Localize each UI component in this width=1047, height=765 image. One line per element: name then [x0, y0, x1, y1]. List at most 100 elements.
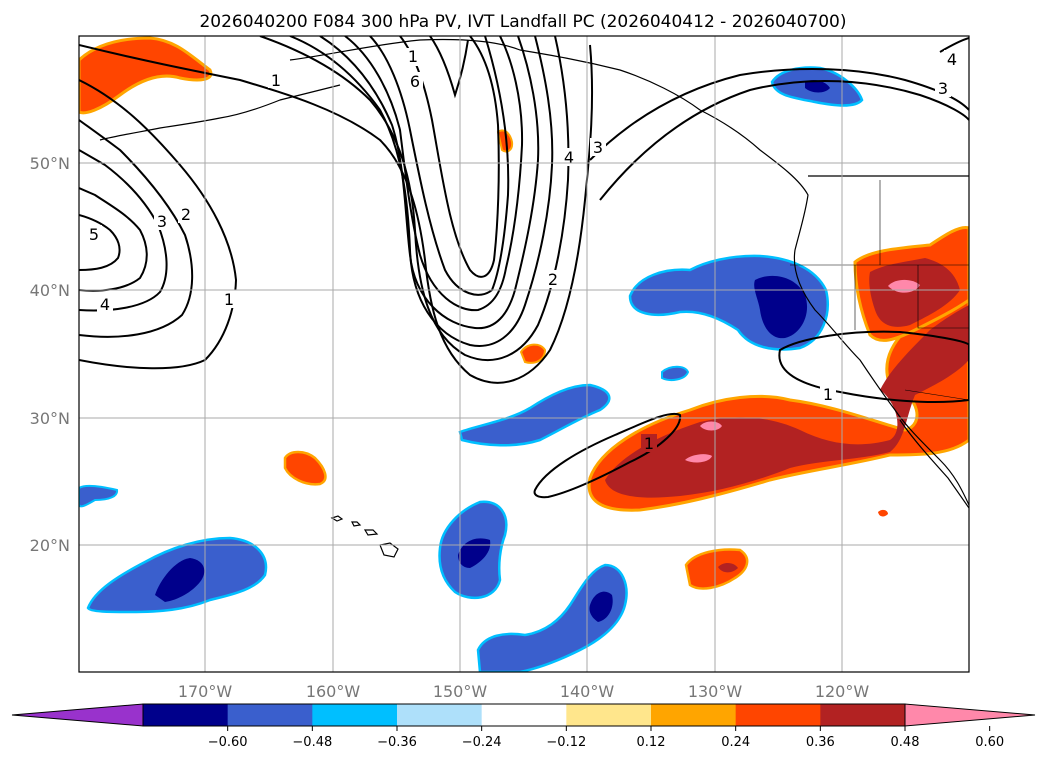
contour-e-top	[939, 37, 969, 53]
longitude-labels: 170°W 160°W 150°W 140°W 130°W 120°W	[178, 682, 870, 701]
lon-label: 120°W	[815, 682, 870, 701]
negative-pc-areas	[79, 66, 864, 672]
clab-bg-14	[641, 434, 657, 452]
contour-east-oval	[778, 330, 969, 403]
contour-c-1	[79, 44, 594, 384]
warm-patch-center	[519, 343, 547, 364]
contour-label: 1	[224, 290, 234, 309]
colorbar-swatch	[566, 704, 652, 726]
clab-bg-7	[407, 72, 423, 90]
colorbar-tick-label: 0.12	[637, 735, 666, 750]
warm-patch-west	[283, 450, 327, 486]
contour-c-7	[399, 36, 500, 278]
cool-south-streak	[476, 563, 628, 672]
colorbar-swatch	[651, 704, 737, 726]
cool-hawaii-core	[458, 538, 491, 568]
state-border-3	[917, 265, 969, 329]
lat-label: 50°N	[30, 154, 70, 173]
contour-label: 3	[157, 212, 167, 231]
colorbar-swatch	[397, 704, 483, 726]
contour-label: 4	[564, 148, 574, 167]
contour-label: 6	[410, 72, 420, 91]
clab-bg-10	[561, 148, 577, 166]
cool-west-edge	[79, 484, 119, 508]
lon-label: 130°W	[688, 682, 743, 701]
warm-patch-south	[684, 548, 749, 590]
warm-dot	[878, 509, 888, 517]
contour-plume-loop	[533, 412, 682, 499]
contour-w-4	[79, 187, 148, 292]
contour-w-1	[79, 79, 238, 370]
lon-label: 160°W	[306, 682, 361, 701]
contour-c-4	[319, 36, 540, 330]
contour-label: 3	[593, 138, 603, 157]
colorbar-tick-label: 0.24	[721, 735, 750, 750]
contour-label: 2	[548, 270, 558, 289]
basin-max	[888, 279, 920, 293]
lat-label: 30°N	[30, 409, 70, 428]
clab-bg-4	[154, 212, 170, 230]
colorbar-tick-label: −0.60	[208, 735, 248, 750]
contour-c-6	[369, 36, 510, 296]
clab-bg-5	[97, 295, 113, 313]
map-frame	[78, 35, 970, 673]
cool-small-patch	[661, 365, 690, 381]
contour-e-4	[599, 79, 969, 201]
positive-pc-areas	[79, 36, 969, 590]
clab-bg-12	[935, 79, 951, 97]
cool-gulf-alaska-core	[805, 80, 830, 93]
contour-labels: 1 1 2 3 4 5 6 1 2 4 3	[86, 47, 960, 453]
contour-label: 1	[644, 434, 654, 453]
contour-label: 4	[100, 295, 110, 314]
contour-label: 4	[947, 50, 957, 69]
island-oahu	[351, 521, 362, 527]
cool-southwest-core	[155, 558, 205, 602]
colorbar-tick-label: 0.36	[806, 735, 835, 750]
colorbar-swatches	[11, 703, 1036, 727]
colorbar-extend-high	[904, 703, 1036, 727]
contour-label: 5	[89, 225, 99, 244]
warm-patch-south-core	[718, 562, 738, 573]
lat-label: 40°N	[30, 281, 70, 300]
contour-c-3	[289, 36, 554, 347]
lon-label: 150°W	[433, 682, 488, 701]
island-big	[379, 542, 399, 558]
plume-max-2	[700, 421, 722, 431]
contour-label: 2	[181, 205, 191, 224]
map-title: 2026040200 F084 300 hPa PV, IVT Landfall…	[199, 12, 846, 32]
colorbar-tick-label: −0.12	[546, 735, 586, 750]
contour-c-2	[259, 36, 570, 361]
contour-label: 1	[408, 47, 418, 66]
warm-patch-north	[496, 129, 514, 153]
colorbar-tick-label: −0.48	[292, 735, 332, 750]
clab-bg-8	[405, 48, 421, 66]
coastlines	[99, 38, 969, 509]
colorbar-swatch	[820, 704, 906, 726]
contour-label: 3	[938, 79, 948, 98]
map-panel: 1 1 2 3 4 5 6 1 2 4 3	[30, 35, 970, 701]
contour-c-5	[344, 36, 524, 312]
colorbar-swatch	[143, 704, 229, 726]
lon-label: 170°W	[178, 682, 233, 701]
clab-bg-13	[944, 50, 960, 68]
clab-bg-9	[545, 270, 561, 288]
latitude-labels: 50°N 40°N 30°N 20°N	[30, 154, 70, 555]
clab-bg-15	[820, 385, 836, 403]
colorbar-frame	[142, 703, 906, 727]
basin-strong	[869, 258, 960, 327]
colorbar-swatch	[227, 704, 313, 726]
hawaii-islands	[330, 515, 399, 558]
clab-bg-2	[221, 290, 237, 308]
cool-off-california-core	[754, 275, 808, 339]
island-maui	[363, 529, 379, 536]
colorbar-tick-label: −0.24	[462, 735, 502, 750]
contour-label: 1	[823, 385, 833, 404]
colorbar-extend-low	[11, 703, 144, 727]
contour-w-5	[79, 214, 121, 271]
contour-w-2	[79, 119, 194, 338]
colorbar-tick-label: 0.60	[975, 735, 1004, 750]
contour-label: 1	[271, 71, 281, 90]
colorbar-swatch	[312, 704, 398, 726]
clab-bg-3	[178, 205, 194, 223]
